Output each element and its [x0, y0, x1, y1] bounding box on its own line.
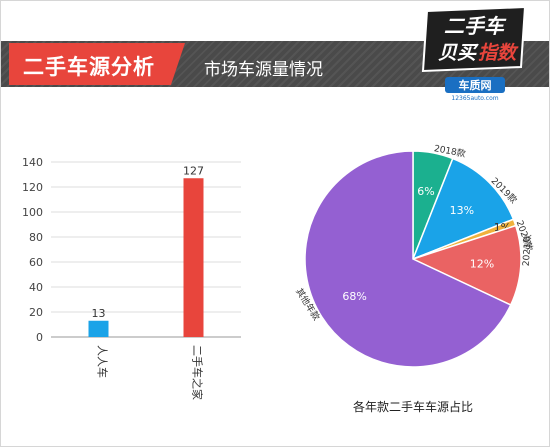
x-category-label: 人人车	[96, 345, 110, 378]
pie-percent-label: 6%	[417, 185, 434, 198]
logo-brand: 车质网	[459, 78, 492, 92]
y-tick-label: 100	[22, 206, 43, 219]
y-tick-label: 0	[36, 331, 43, 344]
bar	[183, 178, 204, 337]
pie-percent-label: 12%	[470, 257, 494, 270]
pie-chart-title: 各年款二手车车源占比	[353, 399, 473, 414]
pie-slice	[410, 224, 522, 306]
section-title-badge	[9, 43, 185, 85]
y-tick-label: 80	[29, 231, 43, 244]
y-tick-label: 40	[29, 281, 43, 294]
index-logo: 二手车 贝买 指数 车质网 12365auto.com	[421, 5, 527, 102]
logo-line2-white: 贝买	[438, 42, 479, 64]
y-tick-label: 60	[29, 256, 43, 269]
bar-value-label: 13	[92, 307, 106, 320]
pie-percent-label: 13%	[450, 204, 474, 217]
pie-slice	[411, 157, 515, 261]
pie-category-label: 2021款	[520, 234, 534, 267]
logo-line1: 二手车	[444, 14, 507, 38]
logo-line2-red: 指数	[478, 42, 519, 64]
section-subtitle: 市场车源量情况	[204, 60, 323, 80]
bar-chart: 0 20 40 60 80 100 120 140 13 人人车 127 二手车之家	[22, 156, 241, 400]
pie-percent-label: 68%	[342, 290, 366, 303]
logo-backdrop	[421, 5, 527, 73]
bar	[88, 320, 109, 337]
pie-slice	[304, 150, 512, 368]
logo-site: 12365auto.com	[451, 95, 498, 102]
y-tick-label: 120	[22, 181, 43, 194]
y-tick-label: 140	[22, 156, 43, 169]
bar-value-label: 127	[183, 164, 204, 177]
section-title: 二手车源分析	[23, 55, 155, 79]
x-category-label: 二手车之家	[191, 345, 205, 400]
y-tick-label: 20	[29, 306, 43, 319]
logo-brand-plate	[445, 77, 505, 93]
